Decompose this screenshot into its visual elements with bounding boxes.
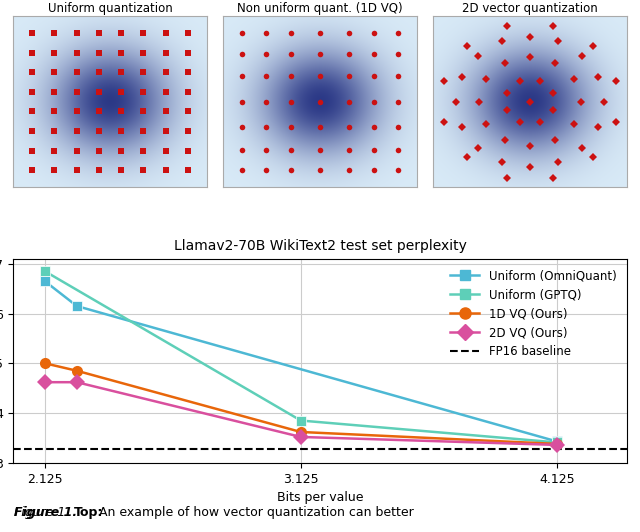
Text: Figure 1.: Figure 1. bbox=[14, 506, 77, 519]
Text: Top:: Top: bbox=[74, 506, 103, 519]
Text: Figure 1.: Figure 1. bbox=[14, 506, 74, 519]
Title: 2D vector quantization: 2D vector quantization bbox=[462, 2, 598, 15]
Text: An example of how vector quantization can better: An example of how vector quantization ca… bbox=[95, 506, 413, 519]
X-axis label: Bits per value: Bits per value bbox=[276, 491, 364, 504]
Title: Uniform quantization: Uniform quantization bbox=[47, 2, 172, 15]
Title: Non uniform quant. (1D VQ): Non uniform quant. (1D VQ) bbox=[237, 2, 403, 15]
Legend: Uniform (OmniQuant), Uniform (GPTQ), 1D VQ (Ours), 2D VQ (Ours), FP16 baseline: Uniform (OmniQuant), Uniform (GPTQ), 1D … bbox=[445, 264, 621, 363]
Title: Llamav2-70B WikiText2 test set perplexity: Llamav2-70B WikiText2 test set perplexit… bbox=[173, 239, 467, 253]
